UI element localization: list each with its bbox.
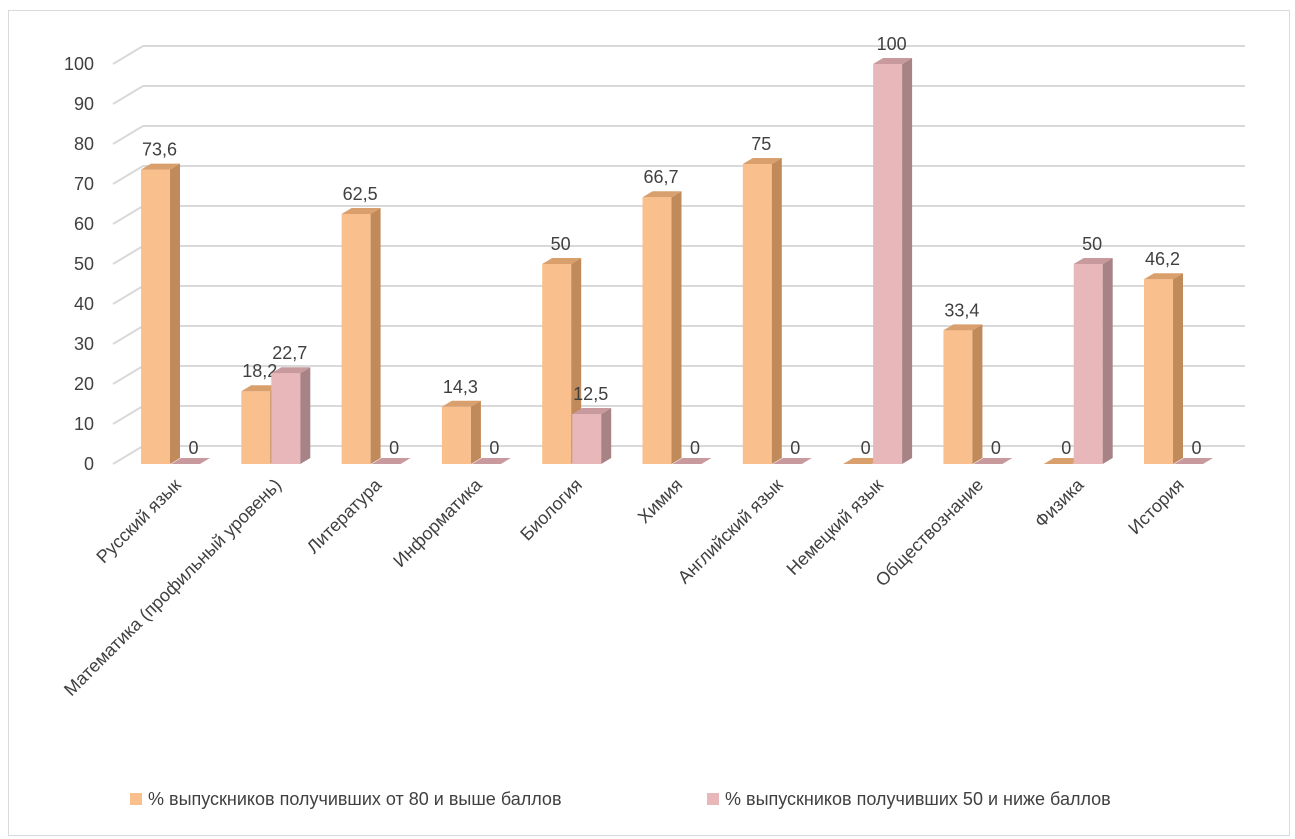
- data-label: 0: [861, 438, 871, 458]
- data-label: 73,6: [142, 140, 177, 160]
- bar: [141, 169, 170, 464]
- data-label: 75: [751, 134, 771, 154]
- y-tick-label: 30: [74, 334, 94, 354]
- bar-top: [141, 163, 180, 170]
- y-tick-label: 70: [74, 174, 94, 194]
- x-tick-label: Информатика: [389, 474, 486, 571]
- data-label: 100: [877, 34, 907, 54]
- x-tick-label: История: [1124, 475, 1188, 539]
- bar-top: [1174, 458, 1213, 464]
- bar: [542, 264, 572, 464]
- bar: [271, 373, 301, 464]
- data-label: 18,2: [242, 361, 277, 381]
- bar-side: [1173, 273, 1183, 464]
- bar-side: [671, 191, 682, 464]
- bar-top: [542, 258, 582, 264]
- bar-top: [642, 191, 682, 198]
- data-label: 14,3: [443, 377, 478, 397]
- data-label: 50: [551, 234, 571, 254]
- bar-top: [772, 458, 812, 464]
- bar-top: [943, 324, 983, 331]
- y-tick-label: 90: [74, 94, 94, 114]
- data-label: 0: [1191, 438, 1201, 458]
- data-label: 22,7: [272, 343, 307, 363]
- x-tick-label: Русский язык: [92, 475, 184, 567]
- bar: [441, 406, 471, 464]
- bar-top: [341, 208, 381, 214]
- bar: [572, 414, 602, 464]
- bar-top: [441, 400, 481, 407]
- legend-swatch: [130, 793, 142, 805]
- bar-side: [771, 158, 782, 464]
- y-tick-label: 40: [74, 294, 94, 314]
- bar-top: [1043, 458, 1083, 464]
- bar-top: [1073, 258, 1113, 264]
- y-tick-label: 0: [84, 454, 94, 474]
- bar-top: [471, 458, 511, 464]
- x-tick-label: Химия: [634, 475, 687, 528]
- data-label: 33,4: [944, 300, 979, 320]
- bar-side: [170, 163, 180, 464]
- legend-entry: % выпускников получивших 50 и ниже балло…: [725, 789, 1111, 809]
- x-tick-label: Немецкий язык: [783, 475, 887, 579]
- bar: [1144, 279, 1173, 464]
- data-label: 0: [188, 438, 198, 458]
- bar: [642, 197, 672, 464]
- data-label: 46,2: [1145, 249, 1180, 269]
- bar-side: [601, 408, 612, 464]
- data-label: 0: [991, 438, 1001, 458]
- bar-side: [370, 208, 381, 464]
- bar-top: [672, 458, 712, 464]
- bar-top: [171, 458, 210, 464]
- bar-top: [241, 385, 281, 392]
- y-tick-label: 60: [74, 214, 94, 234]
- gridline: [112, 125, 1245, 145]
- gridline: [112, 85, 1245, 105]
- data-label: 0: [389, 438, 399, 458]
- data-label: 0: [690, 438, 700, 458]
- x-tick-label: Математика (профильный уровень): [60, 475, 285, 700]
- bar-top: [742, 158, 782, 164]
- y-tick-label: 100: [64, 54, 94, 74]
- x-tick-label: Английский язык: [674, 475, 787, 588]
- bar-top: [572, 408, 612, 414]
- data-label: 12,5: [573, 384, 608, 404]
- data-label: 66,7: [643, 167, 678, 187]
- y-tick-label: 10: [74, 414, 94, 434]
- data-label: 50: [1082, 234, 1102, 254]
- bar: [1073, 264, 1103, 464]
- bar: [341, 214, 371, 464]
- bar: [742, 164, 772, 464]
- bar: [943, 330, 973, 464]
- bar-top: [271, 367, 311, 374]
- bar: [241, 391, 271, 464]
- bar: [873, 64, 903, 464]
- data-label: 62,5: [343, 184, 378, 204]
- gridline: [112, 45, 1245, 65]
- bar-side: [470, 400, 481, 464]
- y-tick-label: 80: [74, 134, 94, 154]
- x-tick-label: Обществознание: [872, 475, 988, 591]
- bar-side: [300, 367, 311, 464]
- bar-top: [371, 458, 411, 464]
- x-tick-label: Физика: [1031, 474, 1089, 532]
- bar-top: [873, 58, 913, 64]
- x-tick-label: Литература: [303, 474, 386, 557]
- legend-entry: % выпускников получивших от 80 и выше ба…: [148, 789, 562, 809]
- legend-swatch: [707, 793, 719, 805]
- bar-top: [973, 458, 1013, 464]
- bar-side: [902, 58, 913, 464]
- y-tick-label: 20: [74, 374, 94, 394]
- data-label: 0: [790, 438, 800, 458]
- bar-top: [843, 458, 883, 464]
- gridline: [112, 165, 1245, 185]
- data-label: 0: [1061, 438, 1071, 458]
- bar-top: [1144, 273, 1183, 280]
- y-tick-label: 50: [74, 254, 94, 274]
- x-tick-label: Биология: [516, 475, 586, 545]
- bar-side: [1102, 258, 1113, 464]
- data-label: 0: [489, 438, 499, 458]
- bar-side: [972, 324, 983, 464]
